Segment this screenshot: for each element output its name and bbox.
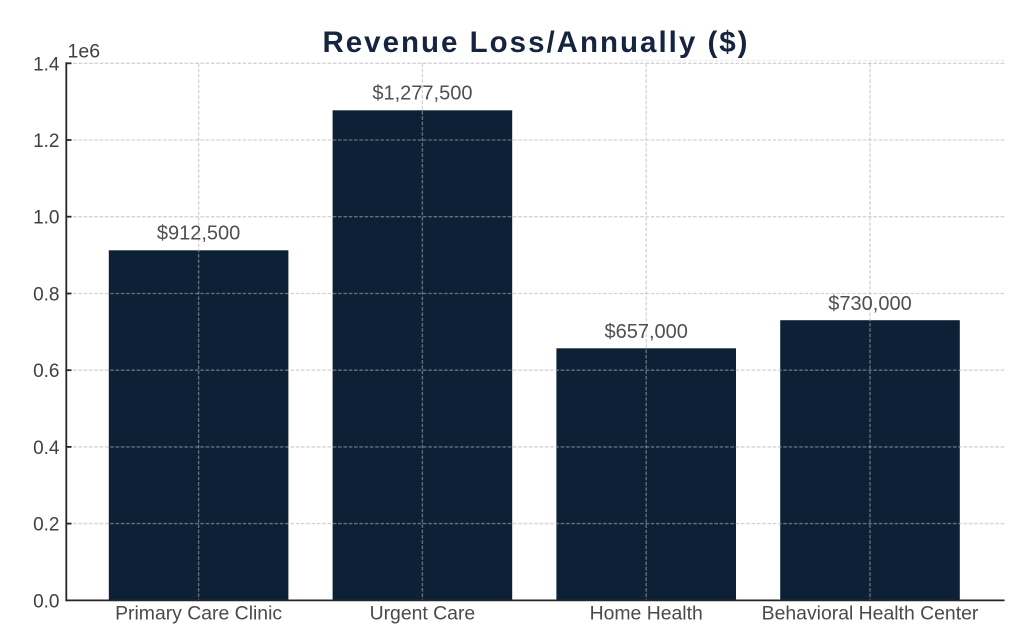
svg-text:$912,500: $912,500 <box>157 223 240 245</box>
svg-text:Home Health: Home Health <box>590 603 703 625</box>
svg-text:Urgent Care: Urgent Care <box>370 603 476 625</box>
svg-text:Behavioral Health Center: Behavioral Health Center <box>762 603 979 625</box>
svg-text:1.0: 1.0 <box>33 208 59 229</box>
svg-text:0.8: 0.8 <box>33 285 59 306</box>
svg-text:1.2: 1.2 <box>33 131 59 152</box>
svg-text:0.2: 0.2 <box>33 515 59 536</box>
svg-text:0.4: 0.4 <box>33 438 60 459</box>
svg-text:$657,000: $657,000 <box>604 321 687 343</box>
svg-text:$730,000: $730,000 <box>828 293 911 315</box>
svg-text:Revenue Loss/Annually ($): Revenue Loss/Annually ($) <box>322 26 749 59</box>
svg-text:1.4: 1.4 <box>33 54 60 75</box>
svg-text:Primary Care Clinic: Primary Care Clinic <box>115 603 282 625</box>
svg-text:0.6: 0.6 <box>33 361 59 382</box>
svg-text:1e6: 1e6 <box>68 40 101 62</box>
svg-text:0.0: 0.0 <box>33 591 59 612</box>
svg-text:$1,277,500: $1,277,500 <box>372 82 472 104</box>
